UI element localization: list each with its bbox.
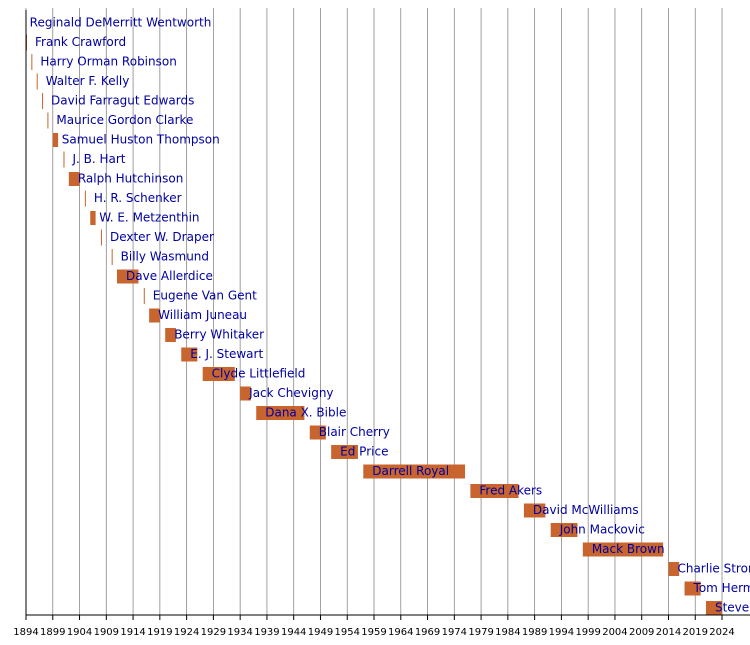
coach-name: H. R. Schenker: [94, 191, 182, 205]
coach-name: Dave Allerdice: [126, 269, 213, 283]
coach-name: Mack Brown: [592, 542, 665, 556]
x-tick-label: 1949: [308, 627, 333, 638]
tenure-bar: [111, 249, 113, 265]
coach-name: Dexter W. Draper: [110, 230, 214, 244]
x-tick-label: 1914: [120, 627, 145, 638]
tenure-bar: [90, 211, 96, 225]
x-tick-label: 1959: [361, 627, 386, 638]
tenure-bar: [684, 581, 701, 596]
x-tick-label: 1979: [468, 627, 493, 638]
coach-name: David Farragut Edwards: [51, 94, 194, 108]
x-tick-label: 1894: [13, 627, 38, 638]
coach-name: E. J. Stewart: [190, 347, 263, 361]
x-tick-label: 1919: [147, 627, 172, 638]
coach-name: Reginald DeMerritt Wentworth: [30, 16, 212, 30]
coach-name: Jack Chevigny: [248, 386, 333, 400]
tenure-bar: [117, 269, 139, 284]
x-tick-label: 1929: [201, 627, 226, 638]
x-tick-label: 1924: [174, 627, 199, 638]
coach-name: Harry Orman Robinson: [40, 55, 176, 69]
tenure-bar: [363, 464, 466, 479]
x-tick-label: 1994: [549, 627, 574, 638]
x-tick-label: 1964: [388, 627, 413, 638]
coach-name: Samuel Huston Thompson: [62, 133, 220, 147]
coach-name: William Juneau: [158, 308, 247, 322]
x-tick-label: 1939: [254, 627, 279, 638]
tenure-bar: [42, 93, 44, 109]
coach-name: Tom Herm: [693, 581, 750, 595]
coach-name: Blair Cherry: [319, 425, 390, 439]
tenure-bar: [550, 523, 578, 537]
tenure-bar: [668, 562, 680, 576]
tenure-bar: [523, 503, 546, 518]
coach-name: J. B. Hart: [71, 152, 125, 166]
tenure-bar: [582, 542, 664, 557]
x-tick-label: 1934: [227, 627, 252, 638]
tenure-bar: [68, 172, 80, 186]
x-tick-label: 1974: [442, 627, 467, 638]
tenure-bar: [256, 406, 305, 420]
coach-name: Eugene Van Gent: [153, 289, 257, 303]
tenure-bar: [52, 133, 59, 147]
coach-name: John Mackovic: [559, 523, 645, 537]
tenure-bar: [470, 484, 519, 498]
tenure-bar: [47, 112, 49, 129]
labels: 1894 1899 1904 1909 1914 1919 1924 1929 1934 1939…: [13, 16, 750, 639]
coach-name: Billy Wasmund: [121, 250, 209, 264]
tenure-bar: [21, 15, 22, 31]
x-tick-label: 2024: [709, 627, 734, 638]
x-tick-label: 1904: [67, 627, 92, 638]
coach-name: Ed Price: [340, 445, 388, 459]
bars: [21, 15, 723, 615]
coach-name: Maurice Gordon Clarke: [56, 113, 193, 127]
x-tick-label: 1999: [575, 627, 600, 638]
x-tick-label: 2004: [602, 627, 627, 638]
x-tick-label: 1969: [415, 627, 440, 638]
tenure-bar: [165, 328, 176, 342]
x-tick-label: 1984: [495, 627, 520, 638]
x-tick-label: 1954: [335, 627, 360, 638]
coach-name: Clyde Littlefield: [212, 367, 306, 381]
coach-name: W. E. Metzenthin: [99, 211, 199, 225]
coach-name: Walter F. Kelly: [46, 74, 130, 88]
tenure-bar: [331, 445, 358, 459]
tenure-bar: [149, 308, 160, 323]
x-tick-label: 1899: [40, 627, 65, 638]
tenure-bar: [240, 386, 251, 401]
tenure-bar: [705, 601, 723, 615]
tenure-bar: [63, 151, 65, 168]
coach-name: Ralph Hutchinson: [78, 172, 183, 186]
tenure-bar: [36, 73, 38, 90]
tenure-bar: [31, 54, 33, 70]
x-tick-label: 2009: [629, 627, 654, 638]
tenure-bar: [181, 347, 198, 362]
tenure-bar: [143, 288, 145, 304]
tenure-bar: [309, 425, 326, 440]
x-tick-label: 1989: [522, 627, 547, 638]
coach-name: Frank Crawford: [35, 35, 126, 49]
coach-name: Dana X. Bible: [265, 406, 346, 420]
coach-name: Berry Whitaker: [174, 328, 264, 342]
tenure-bar: [100, 229, 102, 246]
x-tick-label: 1944: [281, 627, 306, 638]
x-tick-label: 2019: [683, 627, 708, 638]
coach-name: David McWilliams: [533, 503, 639, 517]
coach-name: Steve: [715, 601, 749, 615]
x-tick-label: 2014: [656, 627, 681, 638]
x-tick-label: 1909: [94, 627, 119, 638]
coach-name: Charlie Stron: [677, 562, 750, 576]
coach-name: Darrell Royal: [372, 464, 449, 478]
coach-name: Fred Akers: [479, 484, 542, 498]
tenure-bar: [84, 190, 86, 207]
tenure-bar: [202, 367, 235, 381]
